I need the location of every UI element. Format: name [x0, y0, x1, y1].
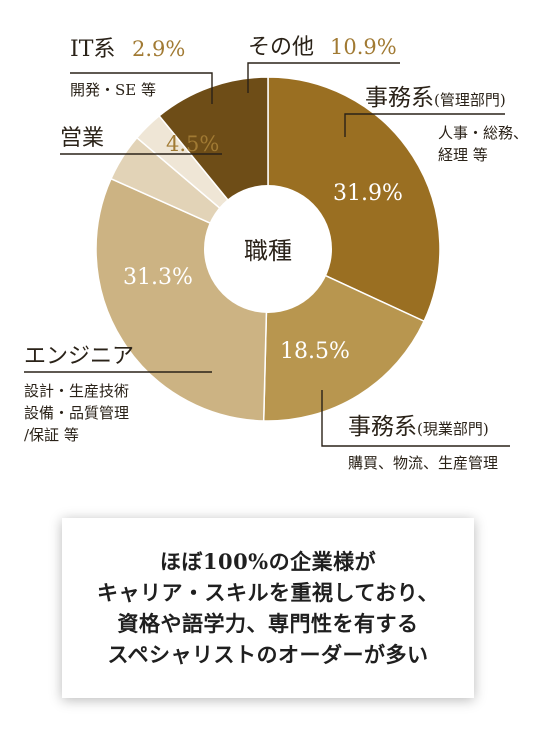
summary-note-line: 資格や語学力、専門性を有する [117, 611, 419, 636]
donut-hole [204, 185, 332, 313]
category-detail: 購買、物流、生産管理 [348, 454, 498, 472]
category-label: 事務系 [365, 85, 434, 111]
summary-note-line: ほぼ100%の企業様が [159, 549, 377, 574]
category-detail: 設計・生産技術 [24, 382, 129, 400]
leader-line [247, 62, 400, 93]
category-label: その他 [248, 35, 314, 60]
category-sublabel: (管理部門) [434, 91, 506, 109]
slice-percent-label: 31.9% [333, 181, 403, 206]
category-percent: 2.9% [132, 37, 185, 61]
summary-note-line: スペシャリストのオーダーが多い [107, 642, 429, 667]
center-label: 職種 [244, 237, 292, 265]
category-detail: /保証 等 [24, 426, 79, 444]
summary-note-box: ほぼ100%の企業様が キャリア・スキルを重視しており、 資格や語学力、専門性を… [62, 518, 474, 698]
slice-percent-label: 18.5% [280, 339, 350, 364]
category-label: エンジニア [24, 344, 134, 369]
category-percent: 10.9% [330, 35, 397, 59]
slice-percent-label: 31.3% [123, 265, 193, 290]
category-sublabel: (現業部門) [417, 420, 489, 438]
category-label: 事務系 [348, 414, 417, 440]
category-detail: 設備・品質管理 [24, 404, 129, 422]
summary-note-line: キャリア・スキルを重視しており、 [97, 580, 439, 605]
category-percent: 4.5% [166, 132, 219, 156]
leader-line [70, 72, 213, 104]
category-label: IT系 [70, 37, 115, 62]
category-detail: 人事・総務、 [438, 124, 528, 142]
leader-line [344, 113, 505, 137]
category-detail: 開発・SE 等 [70, 81, 156, 99]
category-label: 営業 [60, 126, 104, 151]
leader-line [321, 390, 510, 447]
category-detail: 経理 等 [438, 146, 488, 164]
